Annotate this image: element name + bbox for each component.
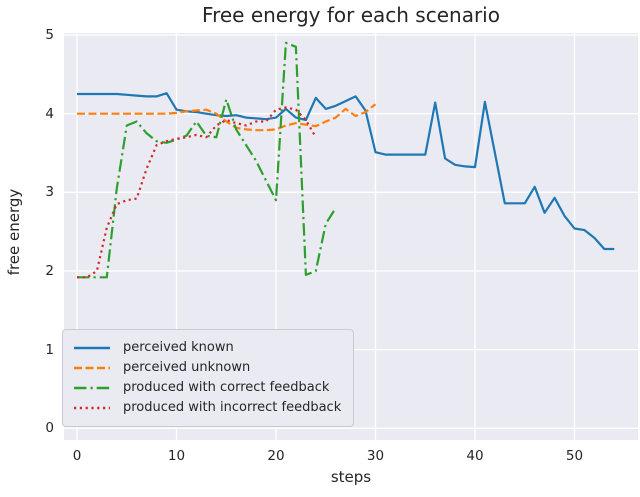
- y-tick-label: 3: [45, 184, 54, 201]
- legend-line-sample: [74, 406, 110, 410]
- y-axis-label: free energy: [5, 188, 23, 276]
- x-tick-label: 50: [565, 448, 584, 464]
- y-tick-label: 5: [45, 27, 54, 43]
- x-tick-label: 10: [167, 448, 186, 464]
- y-tick-label: 2: [45, 262, 54, 279]
- y-tick-label: 0: [45, 420, 54, 437]
- x-tick-label: 40: [466, 448, 484, 464]
- legend-label: perceived unknown: [123, 360, 251, 375]
- x-tick-label: 0: [72, 448, 82, 464]
- legend-label: perceived known: [123, 340, 234, 355]
- y-tick-label: 1: [45, 341, 54, 358]
- legend-line-sample: [74, 386, 110, 390]
- legend-label: produced with correct feedback: [123, 380, 330, 395]
- legend: perceived known perceived unknown produc…: [62, 329, 354, 427]
- series-line-perceived-unknown: [77, 103, 377, 132]
- series-line-produced-with-correct-feedback: [77, 41, 337, 279]
- x-tick-label: 30: [366, 448, 385, 464]
- legend-item-perceived-unknown: perceived unknown: [73, 358, 343, 378]
- chart-title: Free energy for each scenario: [202, 3, 500, 27]
- series-line-produced-with-incorrect-feedback: [77, 106, 317, 279]
- series-line-perceived-known: [77, 92, 615, 251]
- x-axis-label: steps: [330, 468, 372, 486]
- legend-item-perceived-known: perceived known: [73, 338, 343, 358]
- legend-line-sample: [74, 346, 110, 350]
- y-tick-label: 4: [45, 105, 54, 122]
- legend-line-sample: [74, 366, 110, 370]
- legend-item-produced-correct: produced with correct feedback: [73, 378, 343, 398]
- legend-item-produced-incorrect: produced with incorrect feedback: [73, 398, 343, 418]
- x-tick-label: 20: [267, 448, 285, 464]
- legend-label: produced with incorrect feedback: [123, 400, 342, 415]
